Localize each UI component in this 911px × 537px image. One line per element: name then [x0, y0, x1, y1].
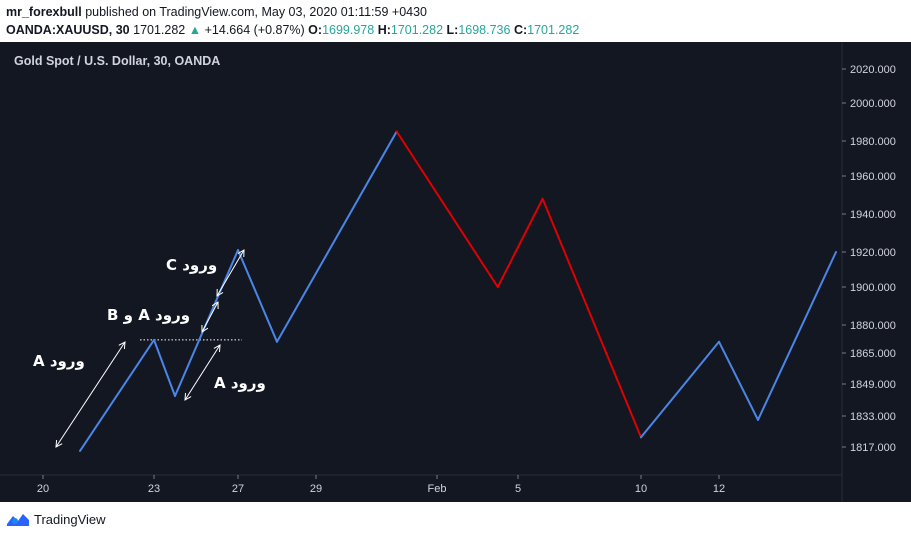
series-segment [541, 197, 642, 439]
footer: TradingView [6, 508, 106, 530]
annotation-labels: A ورود B و A ورود C ورود A ورود [33, 256, 266, 392]
change-arrow-icon: ▲ [188, 23, 202, 37]
series-segment [718, 340, 759, 421]
annotation-label: B و A ورود [107, 306, 190, 324]
price-tick-label: 1920.000 [850, 247, 896, 259]
price-tick-label: 2020.000 [850, 64, 896, 76]
open-value: 1699.978 [322, 23, 375, 37]
price-tick-label: 1880.000 [850, 320, 896, 332]
time-axis-labels: 20 23 27 29 Feb 5 10 12 [37, 475, 725, 495]
series-segment [757, 251, 837, 421]
price-tick-label: 1980.000 [850, 136, 896, 148]
high-label: H: [377, 23, 391, 37]
series-segment [640, 340, 720, 439]
price-tick-label: 1865.000 [850, 348, 896, 360]
tradingview-logo-icon [7, 514, 29, 526]
low-label: L: [446, 23, 459, 37]
author-username[interactable]: mr_forexbull [6, 5, 82, 19]
price-chart[interactable]: Gold Spot / U.S. Dollar, 30, OANDA A ورو… [0, 42, 911, 502]
annotation-label: C ورود [166, 256, 217, 274]
publish-line: mr_forexbull published on TradingView.co… [6, 3, 906, 21]
symbol-info-line: OANDA:XAUUSD, 30 1701.282 ▲ +14.664 (+0.… [6, 21, 906, 39]
time-tick-label: 10 [635, 483, 647, 495]
price-tick-label: 1833.000 [850, 411, 896, 423]
high-value: 1701.282 [390, 23, 444, 37]
close-label: C: [513, 23, 528, 37]
chart-panel[interactable]: Gold Spot / U.S. Dollar, 30, OANDA A ورو… [0, 42, 911, 502]
price-tick-label: 1960.000 [850, 171, 896, 183]
close-value: 1701.282 [527, 23, 580, 37]
price-axis-labels: 2020.000 2000.000 1980.000 1960.000 1940.000… [842, 64, 896, 454]
price-tick-label: 1900.000 [850, 282, 896, 294]
tradingview-brand[interactable]: TradingView [34, 511, 106, 527]
series-segment [276, 130, 398, 343]
low-value: 1698.736 [458, 23, 511, 37]
annotation-label: A ورود [214, 374, 266, 392]
open-label: O: [308, 23, 323, 37]
series-segment [395, 130, 499, 288]
publish-header: mr_forexbull published on TradingView.co… [6, 3, 906, 39]
series-segment [496, 197, 544, 288]
double-arrow [55, 341, 126, 448]
time-tick-label: 29 [310, 483, 322, 495]
series-segment [153, 338, 176, 397]
price-tick-label: 2000.000 [850, 98, 896, 110]
annotation-label: A ورود [33, 352, 85, 370]
price-tick-label: 1849.000 [850, 379, 896, 391]
price-series [79, 130, 837, 452]
price-tick-label: 1940.000 [850, 209, 896, 221]
published-info: published on TradingView.com, May 03, 20… [85, 5, 427, 19]
price-tick-label: 1817.000 [850, 442, 896, 454]
last-price: 1701.282 [133, 23, 186, 37]
time-tick-label: 27 [232, 483, 244, 495]
series-segment [237, 249, 278, 343]
time-tick-label: 5 [515, 483, 521, 495]
time-tick-label: Feb [428, 483, 447, 495]
double-arrow [201, 301, 219, 333]
time-tick-label: 12 [713, 483, 725, 495]
annotation-arrows [55, 249, 245, 448]
double-arrow [184, 344, 221, 401]
double-arrow [216, 249, 245, 297]
symbol-label: OANDA:XAUUSD, 30 [6, 23, 130, 37]
time-tick-label: 20 [37, 483, 49, 495]
time-tick-label: 23 [148, 483, 160, 495]
price-change: +14.664 (+0.87%) [204, 23, 305, 37]
chart-title: Gold Spot / U.S. Dollar, 30, OANDA [14, 54, 220, 68]
series-segment [79, 338, 155, 452]
